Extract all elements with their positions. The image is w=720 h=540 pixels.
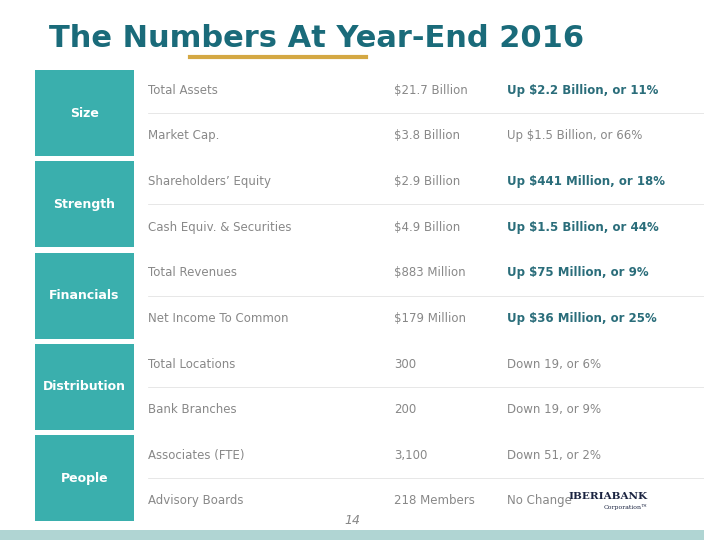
Text: Shareholders’ Equity: Shareholders’ Equity	[148, 175, 271, 188]
Text: Up $441 Million, or 18%: Up $441 Million, or 18%	[507, 175, 665, 188]
Text: Net Income To Common: Net Income To Common	[148, 312, 288, 325]
Text: Size: Size	[70, 106, 99, 120]
Text: Strength: Strength	[53, 198, 115, 211]
Text: Corporation™: Corporation™	[603, 505, 647, 510]
Text: 218 Members: 218 Members	[394, 495, 475, 508]
Text: $179 Million: $179 Million	[394, 312, 466, 325]
Text: 200: 200	[394, 403, 416, 416]
FancyBboxPatch shape	[35, 70, 134, 156]
Text: Up $75 Million, or 9%: Up $75 Million, or 9%	[507, 266, 649, 279]
Text: $2.9 Billion: $2.9 Billion	[394, 175, 460, 188]
FancyBboxPatch shape	[35, 253, 134, 339]
FancyBboxPatch shape	[35, 344, 134, 430]
Text: Advisory Boards: Advisory Boards	[148, 495, 243, 508]
Text: Market Cap.: Market Cap.	[148, 130, 219, 143]
Text: $3.8 Billion: $3.8 Billion	[394, 130, 460, 143]
Text: 3,100: 3,100	[394, 449, 428, 462]
Text: $883 Million: $883 Million	[394, 266, 466, 279]
Text: No Change: No Change	[507, 495, 572, 508]
Text: Up $2.2 Billion, or 11%: Up $2.2 Billion, or 11%	[507, 84, 658, 97]
Text: People: People	[60, 471, 108, 485]
Text: Up $1.5 Billion, or 44%: Up $1.5 Billion, or 44%	[507, 221, 659, 234]
Text: Down 51, or 2%: Down 51, or 2%	[507, 449, 600, 462]
Text: IBERIABANK: IBERIABANK	[568, 492, 647, 501]
Text: Cash Equiv. & Securities: Cash Equiv. & Securities	[148, 221, 292, 234]
Text: Distribution: Distribution	[43, 380, 126, 394]
Text: Bank Branches: Bank Branches	[148, 403, 236, 416]
Text: Associates (FTE): Associates (FTE)	[148, 449, 244, 462]
Text: Total Locations: Total Locations	[148, 357, 235, 370]
FancyBboxPatch shape	[0, 530, 704, 540]
Text: Down 19, or 6%: Down 19, or 6%	[507, 357, 601, 370]
FancyBboxPatch shape	[35, 435, 134, 521]
Text: Financials: Financials	[49, 289, 120, 302]
Text: Up $36 Million, or 25%: Up $36 Million, or 25%	[507, 312, 657, 325]
Text: Total Revenues: Total Revenues	[148, 266, 237, 279]
Text: $21.7 Billion: $21.7 Billion	[394, 84, 468, 97]
Text: Up $1.5 Billion, or 66%: Up $1.5 Billion, or 66%	[507, 130, 642, 143]
Text: Down 19, or 9%: Down 19, or 9%	[507, 403, 601, 416]
Text: 300: 300	[394, 357, 416, 370]
Text: $4.9 Billion: $4.9 Billion	[394, 221, 460, 234]
Text: Total Assets: Total Assets	[148, 84, 217, 97]
Text: The Numbers At Year-End 2016: The Numbers At Year-End 2016	[49, 24, 585, 53]
FancyBboxPatch shape	[35, 161, 134, 247]
Text: 14: 14	[344, 514, 360, 526]
